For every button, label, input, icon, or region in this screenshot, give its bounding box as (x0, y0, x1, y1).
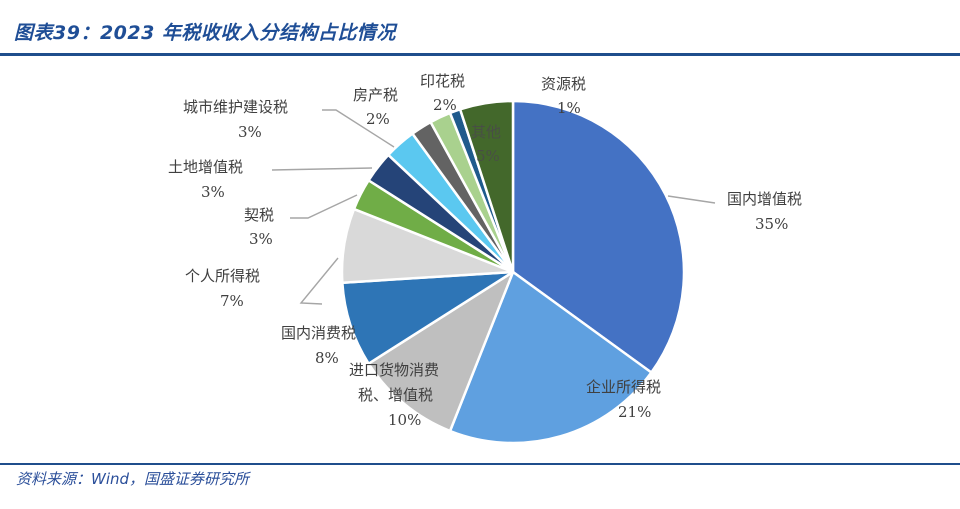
label-geren-suodeshui: 个人所得税 (185, 267, 260, 285)
label-jinkou-line2: 税、增值税 (358, 386, 433, 404)
slice-labels: 国内增值税 35% 企业所得税 21% 进口货物消费 税、增值税 10% 国内消… (168, 72, 802, 429)
pct-qiye-suodeshui: 21% (618, 403, 651, 421)
pct-guonei-xiaofeishui: 8% (315, 349, 339, 367)
label-ziyuanshui: 资源税 (541, 75, 586, 93)
chart-title: 图表39：2023 年税收收入分结构占比情况 (14, 22, 396, 44)
leader-line-qishui (290, 194, 358, 219)
pct-geren-suodeshui: 7% (220, 292, 244, 310)
pct-qishui: 3% (249, 230, 273, 248)
label-guonei-xiaofeishui: 国内消费税 (281, 324, 356, 342)
label-chengshi-weihu: 城市维护建设税 (183, 98, 288, 116)
label-fangchanshui: 房产税 (353, 86, 398, 104)
pct-guonei-zengzhishui: 35% (755, 215, 788, 233)
source-note: 资料来源：Wind，国盛证券研究所 (16, 470, 250, 488)
label-qishui: 契税 (244, 206, 274, 224)
pie-slice (448, 270, 653, 445)
label-guonei-zengzhishui: 国内增值税 (727, 190, 802, 208)
pct-qita: 5% (476, 147, 500, 165)
leader-line-guonei-zengzhishui (667, 195, 716, 204)
label-yinhuashui: 印花税 (420, 72, 465, 90)
leader-line-geren-suodeshui (299, 257, 339, 305)
pie-slice (367, 270, 515, 433)
leader-line-tudi-zengzhishui (271, 167, 373, 171)
pct-ziyuanshui: 1% (557, 99, 581, 117)
label-tudi-zengzhishui: 土地增值税 (168, 158, 243, 176)
footer-divider (0, 463, 960, 465)
label-qiye-suodeshui: 企业所得税 (586, 378, 661, 396)
pie-slice (511, 99, 686, 374)
leader-line-chengshi-weihu (322, 109, 395, 148)
leader-lines (271, 109, 716, 305)
pct-chengshi-weihu: 3% (238, 123, 262, 141)
pct-yinhuashui: 2% (433, 96, 457, 114)
pct-jinkou: 10% (388, 411, 421, 429)
pie-slices (340, 99, 686, 445)
label-qita: 其他 (471, 123, 501, 141)
pct-fangchanshui: 2% (366, 110, 390, 128)
label-jinkou-line1: 进口货物消费 (349, 361, 439, 379)
title-divider (0, 53, 960, 56)
pie-slice (458, 99, 515, 274)
pct-tudi-zengzhishui: 3% (201, 183, 225, 201)
